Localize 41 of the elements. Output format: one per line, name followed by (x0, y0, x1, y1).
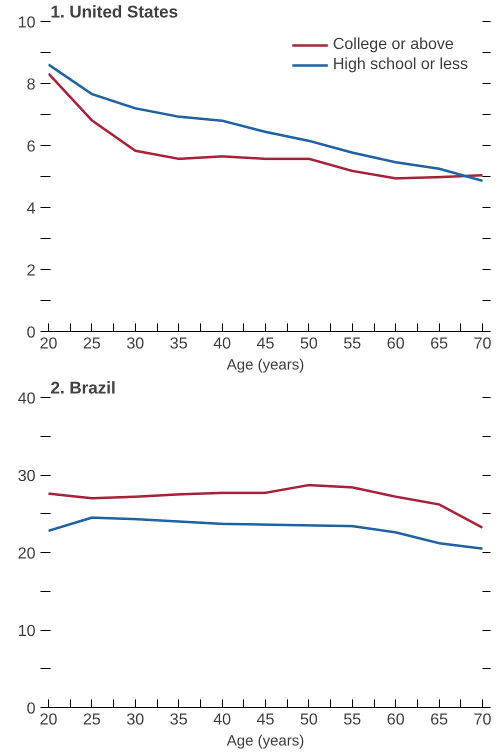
x-tick-label: 45 (256, 336, 274, 352)
x-tick-label: 35 (170, 712, 188, 728)
legend-label: High school or less (332, 56, 468, 74)
x-tick-label: 70 (474, 336, 492, 352)
x-axis-title: Age (years) (226, 356, 304, 374)
chart-title: 2. Brazil (50, 378, 116, 398)
y-tick-label: 10 (18, 14, 36, 32)
y-tick-label: 0 (26, 700, 36, 718)
y-tick-label: 8 (26, 76, 36, 94)
y-tick-label: 6 (26, 138, 36, 156)
x-tick-label: 45 (256, 712, 274, 728)
y-tick-label: 4 (26, 200, 36, 218)
x-tick-label: 25 (83, 336, 101, 352)
line-series (48, 484, 482, 529)
x-tick-label: 65 (430, 712, 448, 728)
x-tick-label: 70 (474, 712, 492, 728)
x-tick-label: 55 (343, 336, 362, 352)
x-tick-label: 20 (40, 712, 58, 728)
y-tick-label: 20 (18, 546, 36, 562)
x-tick-label: 50 (300, 712, 318, 728)
line-series (48, 516, 482, 550)
x-axis-title: Age (years) (226, 732, 304, 750)
x-tick-label: 20 (40, 336, 58, 352)
x-tick-label: 40 (213, 712, 232, 728)
y-tick-label: 30 (18, 468, 36, 485)
y-tick-label: 10 (18, 623, 36, 640)
x-tick-label: 25 (83, 712, 101, 728)
legend-label: College or above (332, 36, 454, 54)
x-tick-label: 30 (126, 712, 144, 728)
x-tick-label: 65 (430, 336, 448, 352)
chart-title: 1. United States (50, 2, 178, 22)
x-tick-label: 50 (300, 336, 318, 352)
x-tick-label: 60 (386, 336, 405, 352)
x-tick-label: 55 (343, 712, 362, 728)
x-tick-label: 60 (386, 712, 405, 728)
x-tick-label: 35 (170, 336, 188, 352)
x-tick-label: 40 (213, 336, 232, 352)
y-tick-label: 40 (18, 390, 36, 408)
x-tick-label: 30 (126, 336, 144, 352)
y-tick-label: 0 (26, 324, 36, 342)
y-tick-label: 2 (26, 262, 36, 280)
